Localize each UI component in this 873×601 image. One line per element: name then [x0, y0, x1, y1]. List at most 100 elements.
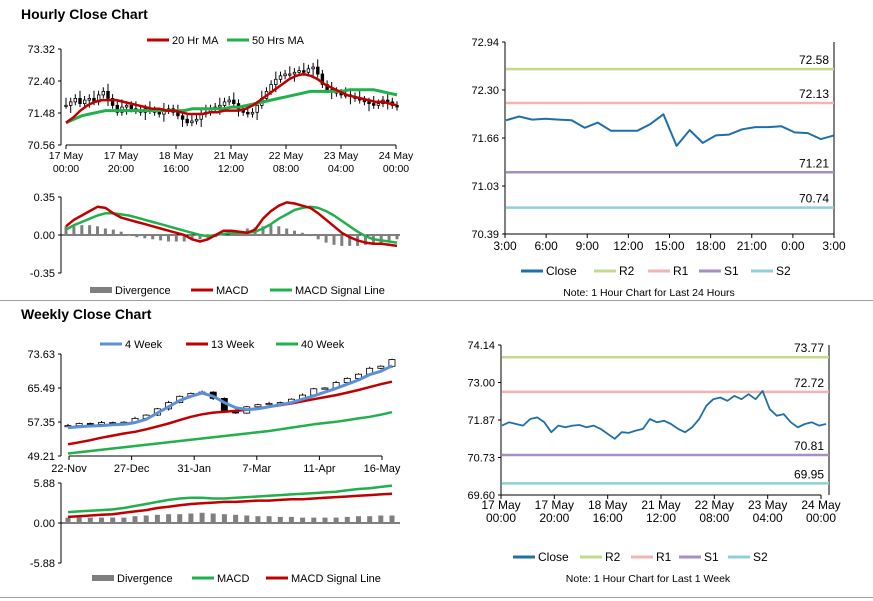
y-tick-label: 49.21	[27, 451, 55, 463]
legend-label: S2	[753, 550, 768, 564]
divergence-bar	[110, 517, 116, 523]
legend-label: R1	[656, 550, 672, 564]
divergence-bar	[277, 516, 283, 523]
x-tick-label: 12:00	[646, 511, 676, 525]
divergence-bar	[348, 235, 352, 246]
divergence-bar	[111, 229, 115, 235]
legend-label: R2	[605, 550, 621, 564]
x-tick-label: 17 May	[481, 498, 520, 512]
candle-body	[246, 111, 250, 115]
legend-label: Divergence	[117, 573, 173, 585]
candle-body	[297, 70, 301, 73]
weekly-divergence-bars	[65, 512, 395, 523]
candle-body	[87, 98, 91, 101]
weekly-line-levels: 73.77 72.72 70.81 69.95	[502, 341, 829, 485]
divergence-bar	[387, 235, 391, 241]
ma-4week-line	[67, 364, 393, 430]
hourly-price-legend: 20 Hr MA 50 Hrs MA	[147, 35, 305, 47]
hourly-close-line	[505, 113, 835, 147]
weekly-macd-legend: Divergence MACD MACD Signal Line	[92, 573, 381, 585]
level-label-r1: 72.13	[799, 87, 829, 101]
hourly-line-y-axis: 72.94 72.30 71.66 71.03 70.39	[471, 37, 506, 241]
divergence-bar	[222, 235, 226, 236]
legend-label: Close	[546, 264, 577, 278]
legend-label: MACD	[217, 573, 249, 585]
y-tick-label: -5.88	[30, 558, 55, 570]
divergence-bar	[167, 235, 170, 242]
y-tick-label: 0.00	[34, 230, 55, 242]
x-tick-label: 20:00	[108, 163, 134, 175]
divergence-bar	[322, 517, 328, 523]
hourly-line-levels: 72.58 72.13 71.21 70.74	[506, 53, 834, 209]
candle-body	[218, 104, 222, 108]
x-tick-label: 16:00	[163, 163, 189, 175]
x-tick-label: 04:00	[753, 511, 783, 525]
y-tick-label: 65.49	[27, 383, 55, 395]
x-tick-label: 17 May	[535, 498, 574, 512]
weekly-price-y-axis: 73.63 65.49 57.35 49.21	[27, 349, 62, 463]
candle-body	[376, 103, 381, 106]
x-tick-label: 21 May	[214, 150, 249, 162]
candle-body	[64, 104, 68, 107]
x-tick-label: 22-Nov	[51, 463, 87, 475]
hourly-candles	[64, 59, 399, 127]
legend-label: S1	[704, 550, 719, 564]
x-tick-label: 16:00	[593, 511, 623, 525]
divergence-bar	[378, 515, 384, 523]
candle-body	[311, 66, 315, 70]
hourly-chart-note: Note: 1 Hour Chart for Last 24 Hours	[563, 287, 735, 299]
candle-body	[101, 91, 105, 96]
divergence-bar	[379, 235, 383, 243]
weekly-close-line	[501, 389, 827, 440]
divergence-bar	[300, 517, 306, 523]
divergence-bar	[121, 517, 127, 523]
candle-body	[69, 101, 73, 106]
y-tick-label: 73.32	[27, 44, 55, 56]
candle-body	[185, 118, 189, 124]
candle-body	[157, 111, 161, 115]
weekly-section-title: Weekly Close Chart	[21, 306, 152, 322]
divergence-bar	[244, 515, 250, 523]
legend-label: Divergence	[115, 285, 171, 297]
legend-label: R1	[673, 264, 689, 278]
x-tick-label: 17 May	[104, 150, 139, 162]
ma-40week-line	[67, 410, 393, 455]
legend-label: Close	[538, 550, 569, 564]
candle-body	[110, 98, 115, 106]
y-tick-label: 73.00	[467, 378, 495, 390]
x-tick-label: 22 May	[695, 498, 734, 512]
candle-body	[115, 104, 119, 113]
level-label-s1: 70.81	[794, 439, 824, 453]
divergence-bar	[199, 512, 205, 523]
x-tick-label: 27-Dec	[114, 463, 150, 475]
ma-13week-line	[67, 380, 393, 446]
weekly-line-y-axis: 74.14 73.00 71.87 70.73 69.60	[467, 340, 502, 502]
y-tick-label: -0.35	[30, 268, 55, 280]
candle-body	[306, 68, 311, 73]
candle-body	[227, 99, 231, 103]
candle-body	[194, 118, 199, 122]
y-tick-label: 74.14	[467, 340, 495, 352]
y-tick-label: 71.66	[471, 133, 499, 145]
x-tick-label: 12:00	[613, 239, 643, 253]
x-tick-label: 20:00	[539, 511, 569, 525]
divergence-bar	[188, 513, 194, 523]
legend-label: 50 Hrs MA	[252, 35, 305, 47]
x-tick-label: 00:00	[383, 163, 409, 175]
divergence-bar	[198, 235, 202, 240]
divergence-bar	[233, 514, 239, 523]
divergence-bar	[308, 235, 312, 237]
divergence-bar	[177, 514, 183, 523]
x-tick-label: 00:00	[806, 511, 836, 525]
candle-body	[288, 73, 292, 76]
weekly-line-legend: Close R2 R1 S1 S2	[513, 550, 768, 564]
divergence-bar	[143, 515, 149, 523]
x-tick-label: 23 May	[324, 150, 359, 162]
hourly-macd-line	[65, 201, 398, 248]
y-tick-label: 72.30	[471, 85, 499, 97]
x-tick-label: 21:00	[737, 239, 767, 253]
candle-body	[124, 104, 129, 108]
x-tick-label: 04:00	[328, 163, 354, 175]
legend-swatch	[92, 575, 114, 581]
